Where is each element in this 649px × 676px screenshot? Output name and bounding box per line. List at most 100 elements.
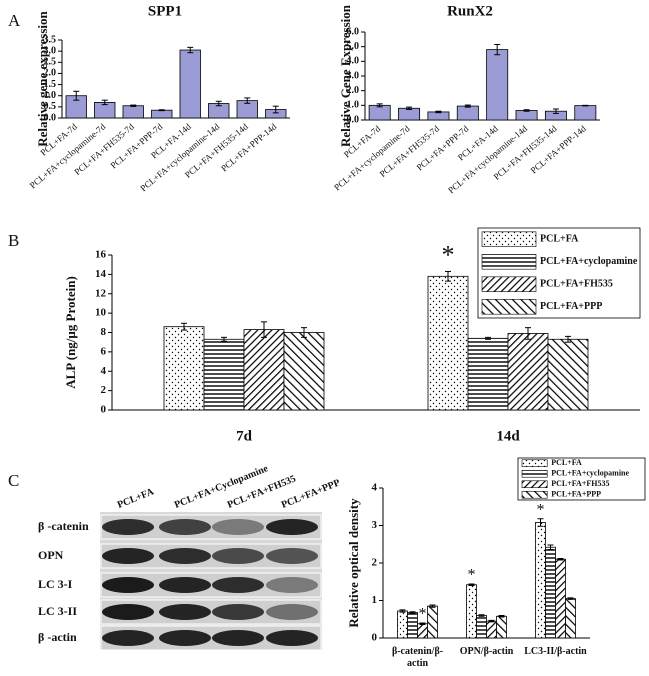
chart-title: SPP1 <box>148 3 182 19</box>
bar <box>203 338 245 411</box>
legend-label: PCL+FA <box>551 458 582 467</box>
y-tick-label: 2 <box>101 384 107 396</box>
blot-band <box>102 630 154 646</box>
bar <box>397 610 408 639</box>
legend-swatch <box>521 459 548 468</box>
y-tick-label: 12 <box>95 287 107 299</box>
x-tick-label: β-catenin/β-actin <box>391 646 444 669</box>
blot-band <box>102 519 154 535</box>
annotation: * <box>468 567 476 584</box>
bar <box>283 332 325 411</box>
y-tick-label: 4 <box>101 365 107 377</box>
blot-row-label: LC 3-II <box>38 604 77 618</box>
blot-band <box>159 577 211 593</box>
y-tick-label: 6 <box>101 345 107 357</box>
bar <box>368 104 391 121</box>
y-tick-label: 6.0 <box>347 26 360 37</box>
annotation: * <box>537 501 545 518</box>
panel-label: B <box>8 231 19 250</box>
blot-band <box>102 548 154 564</box>
bar <box>565 598 576 639</box>
blot-row-label: OPN <box>38 548 64 562</box>
annotation: * <box>442 240 455 269</box>
blot-lane-label: PCL+FA <box>116 486 156 511</box>
bar <box>574 105 597 121</box>
bar <box>456 105 479 121</box>
bar <box>486 49 509 121</box>
blot-band <box>212 519 264 535</box>
bar <box>163 326 205 411</box>
bar <box>417 623 428 639</box>
legend-label: PCL+FA+PPP <box>551 490 601 499</box>
x-tick-label: LC3-II/β-actin <box>524 646 587 657</box>
blot-band <box>212 604 264 620</box>
y-axis-label: Relative Gene Expression <box>338 4 353 147</box>
legend-label: PCL+FA <box>540 234 579 245</box>
blot-band <box>266 630 318 646</box>
y-tick-label: 10 <box>95 307 107 319</box>
bar <box>476 615 487 639</box>
y-tick-label: 3.5 <box>44 34 57 45</box>
panel-label: C <box>8 471 19 490</box>
y-tick-label: 8 <box>101 326 107 338</box>
blot-lane-label: PCL+FA+Cyclopamine <box>173 463 270 511</box>
y-tick-label: 1.0 <box>44 90 57 101</box>
legend-swatch <box>521 480 548 489</box>
bar <box>547 338 589 411</box>
blot-band <box>159 604 211 620</box>
bar <box>122 105 144 119</box>
bar <box>243 329 285 411</box>
legend-label: PCL+FA+cyclopamine <box>540 256 638 267</box>
blot-band <box>102 604 154 620</box>
blot-band <box>266 577 318 593</box>
y-tick-label: 3.0 <box>347 70 360 81</box>
blot-band <box>266 548 318 564</box>
x-tick-label: PCL+FA+PPP-7d <box>415 123 471 172</box>
blot-band <box>212 630 264 646</box>
legend-label: PCL+FA+cyclopamine <box>551 469 629 478</box>
bar <box>398 107 421 121</box>
chart-title: RunX2 <box>447 3 493 19</box>
y-axis-label: ALP (ng/μg Protein) <box>63 276 78 389</box>
legend-label: PCL+FA+FH535 <box>551 479 609 488</box>
blot-band <box>266 604 318 620</box>
y-tick-label: 5.0 <box>347 41 360 52</box>
bar <box>427 605 438 639</box>
blot-band <box>212 548 264 564</box>
bar <box>151 109 173 119</box>
y-tick-label: 0.0 <box>347 114 360 125</box>
y-tick-label: 4 <box>372 482 378 494</box>
x-tick-label: OPN/β-actin <box>459 646 514 657</box>
blot-band <box>266 519 318 535</box>
bar <box>496 615 507 639</box>
legend-label: PCL+FA+FH535 <box>540 279 613 290</box>
y-tick-label: 2 <box>372 557 378 569</box>
blot-band <box>159 548 211 564</box>
bar <box>467 337 509 411</box>
y-axis-label: Relative optical density <box>346 498 361 628</box>
bar <box>507 333 549 411</box>
annotation: * <box>419 606 427 623</box>
bar <box>535 522 546 639</box>
blot-row-label: β -actin <box>38 630 77 644</box>
y-tick-label: 0 <box>372 632 378 644</box>
legend-swatch <box>481 276 537 292</box>
legend-swatch <box>481 231 537 247</box>
legend-swatch <box>521 469 548 478</box>
bar <box>555 558 566 639</box>
y-tick-label: 4.0 <box>347 56 360 67</box>
blot-band <box>159 630 211 646</box>
legend-swatch <box>521 490 548 499</box>
legend-swatch <box>481 254 537 270</box>
y-tick-label: 2.0 <box>44 68 57 79</box>
bar <box>179 49 201 119</box>
bar <box>486 620 497 639</box>
y-tick-label: 16 <box>95 249 107 261</box>
y-axis-label: Relative gene expression <box>35 10 50 146</box>
bar <box>427 275 469 411</box>
y-tick-label: 3 <box>372 519 378 531</box>
y-tick-label: 0.5 <box>44 101 57 112</box>
y-tick-label: 2.5 <box>44 57 57 68</box>
